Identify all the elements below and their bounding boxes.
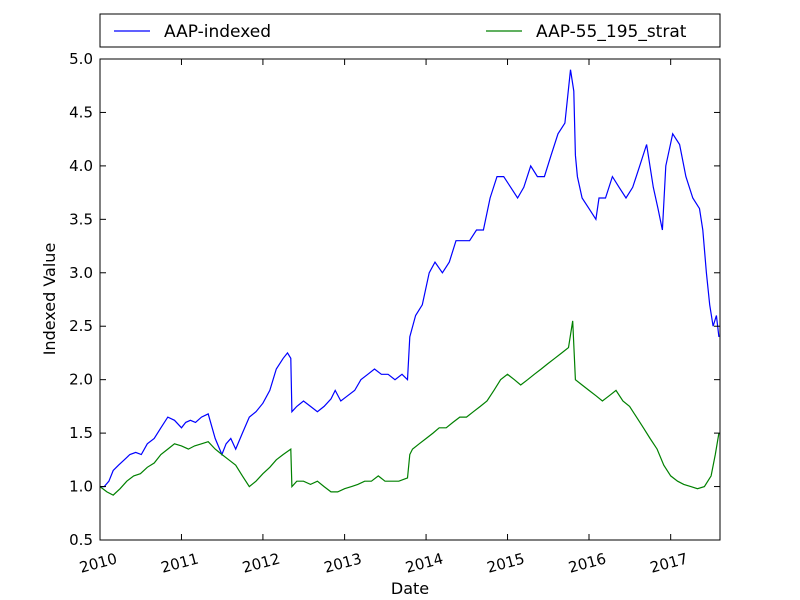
- plot-area: [99, 69, 720, 496]
- y-tick-label: 0.5: [69, 531, 93, 549]
- y-tick-label: 3.5: [69, 210, 93, 228]
- y-tick-label: 1.5: [69, 424, 93, 442]
- series-line-2: [99, 320, 720, 496]
- y-tick-label: 3.0: [69, 264, 93, 282]
- y-tick-label: 5.0: [69, 50, 93, 68]
- y-tick-label: 2.0: [69, 371, 93, 389]
- x-axis-label: Date: [391, 579, 429, 598]
- y-tick-label: 4.0: [69, 157, 93, 175]
- y-tick-label: 2.5: [69, 317, 93, 335]
- y-tick-label: 4.5: [69, 103, 93, 121]
- axes-frame: [99, 58, 721, 541]
- legend: AAP-indexed AAP-55_195_strat: [99, 13, 721, 48]
- legend-label-1: AAP-indexed: [164, 22, 271, 42]
- legend-label-2: AAP-55_195_strat: [536, 22, 687, 42]
- legend-frame: [99, 13, 721, 48]
- series-line-1: [100, 69, 720, 488]
- y-tick-label: 1.0: [69, 478, 93, 496]
- y-axis-label: Indexed Value: [40, 243, 59, 356]
